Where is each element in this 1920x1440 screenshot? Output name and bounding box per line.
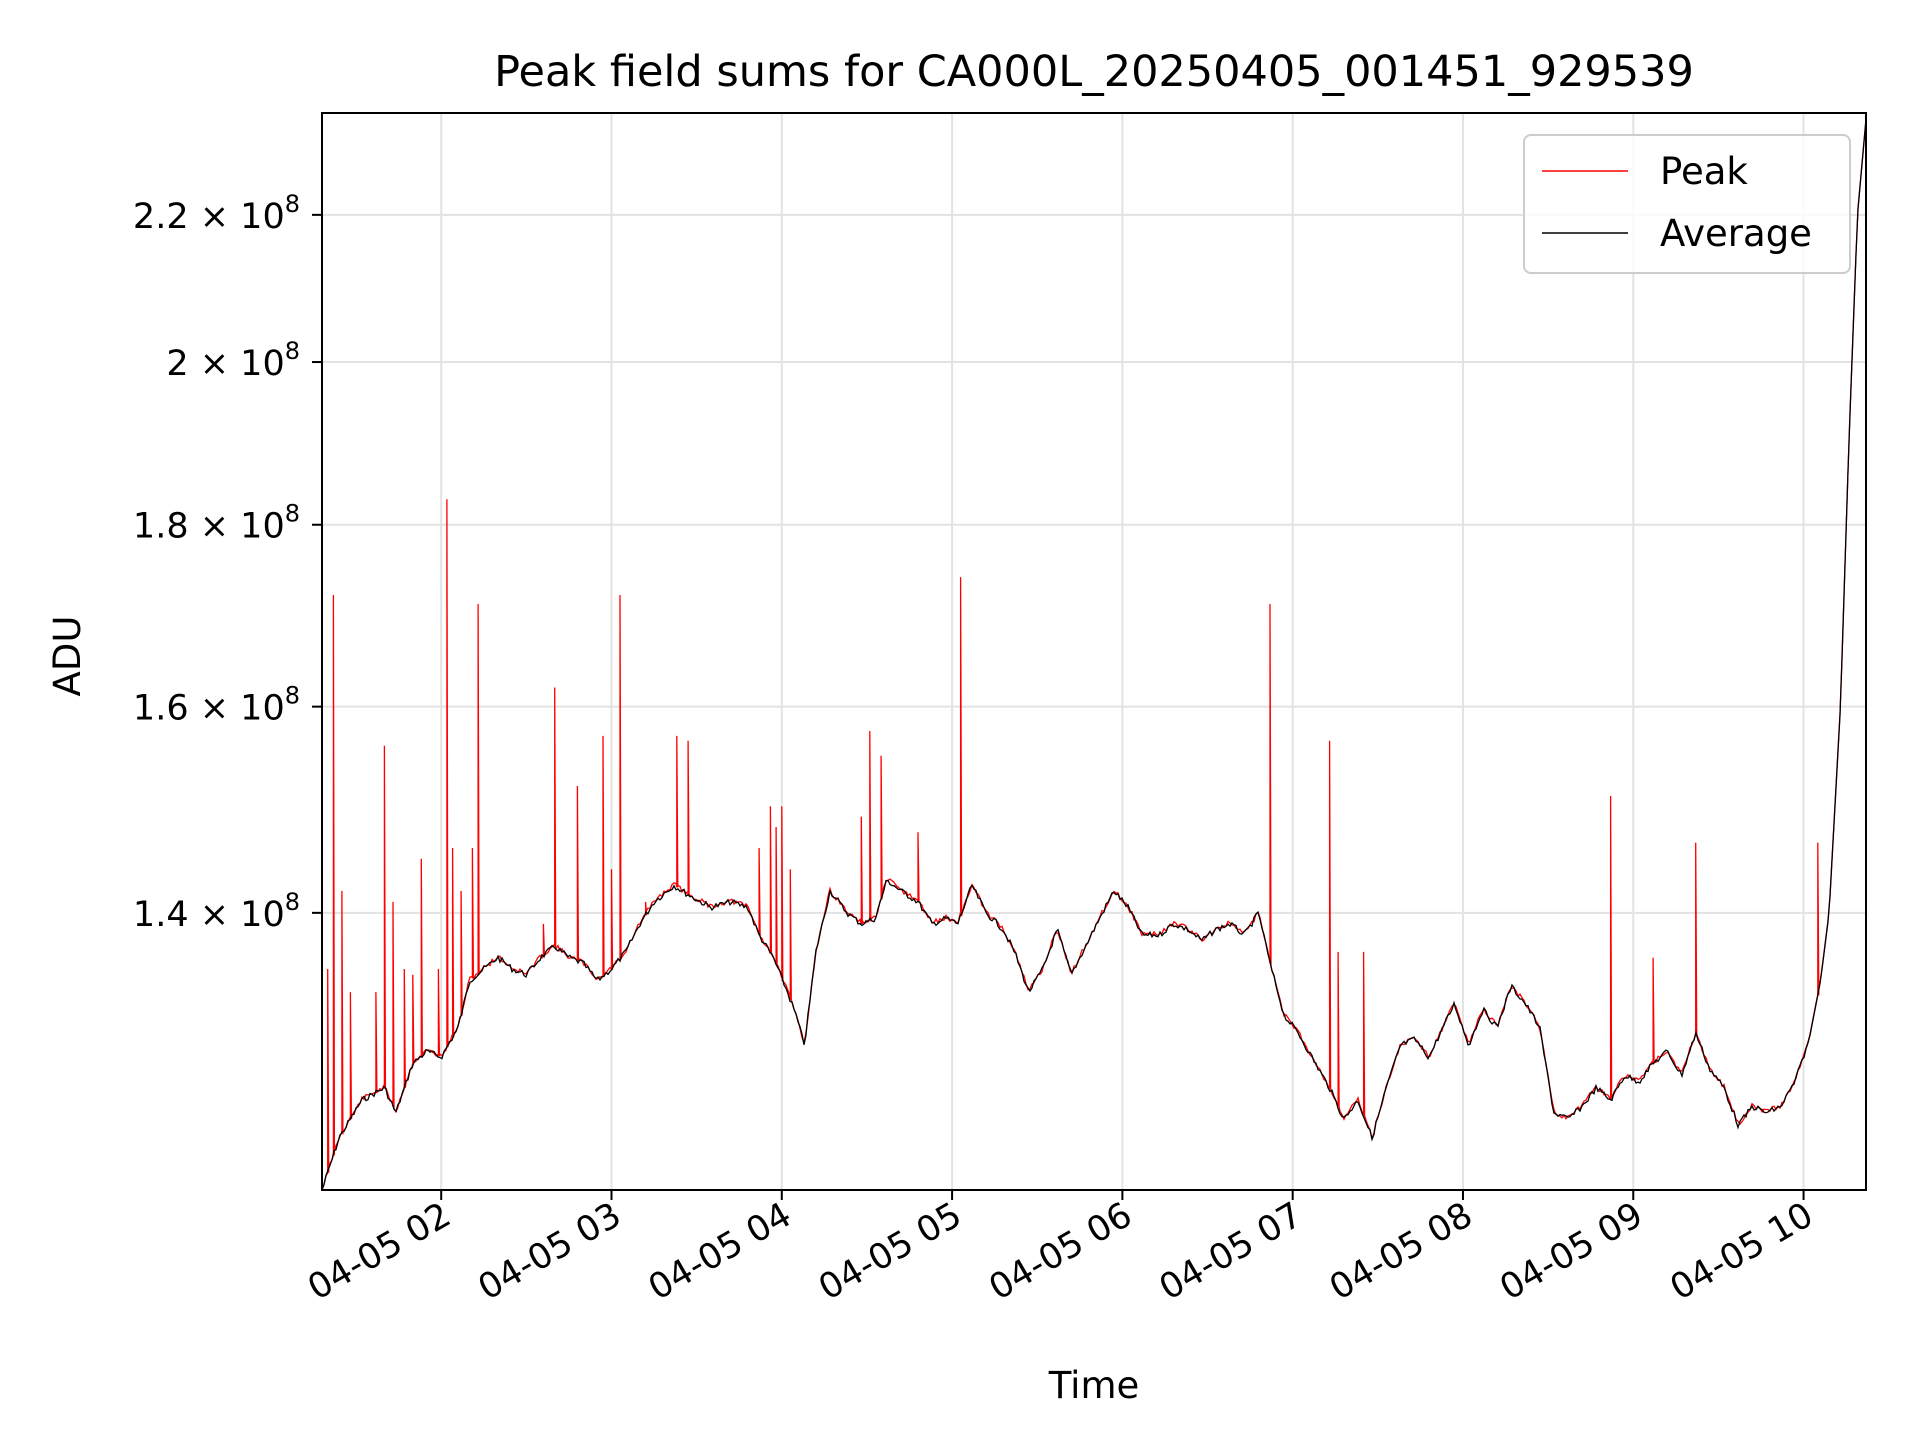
y-tick-times: × 10 bbox=[189, 344, 285, 384]
chart-title: Peak field sums for CA000L_20250405_0014… bbox=[494, 47, 1694, 97]
y-tick-mantissa: 1.8 bbox=[133, 507, 189, 547]
legend-label-peak: Peak bbox=[1660, 150, 1748, 193]
y-tick-mantissa: 1.4 bbox=[133, 895, 189, 935]
series-line-peak bbox=[322, 118, 1866, 1190]
x-tick-label: 04-05 03 bbox=[472, 1195, 628, 1308]
x-tick-label: 04-05 06 bbox=[983, 1195, 1139, 1308]
y-tick-times: × 10 bbox=[189, 197, 285, 237]
y-tick-label: 1.4 × 108 bbox=[133, 888, 300, 935]
y-tick-times: × 10 bbox=[189, 507, 285, 547]
legend-box bbox=[1523, 134, 1851, 274]
x-tick-label: 04-05 04 bbox=[642, 1195, 798, 1308]
y-tick-exponent: 8 bbox=[285, 888, 300, 916]
legend: Peak Average bbox=[1523, 134, 1851, 274]
x-tick-label: 04-05 05 bbox=[812, 1195, 968, 1308]
x-tick-label: 04-05 02 bbox=[301, 1195, 457, 1308]
plot-frame bbox=[321, 112, 1867, 1191]
y-tick-label: 1.6 × 108 bbox=[133, 682, 300, 729]
y-tick-mantissa: 2.2 bbox=[133, 197, 189, 237]
y-tick-label: 2.2 × 108 bbox=[133, 190, 300, 237]
x-tick-label: 04-05 08 bbox=[1323, 1195, 1479, 1308]
y-tick-label: 2 × 108 bbox=[166, 337, 300, 384]
y-tick-mantissa: 1.6 bbox=[133, 689, 189, 729]
y-tick-label: 1.8 × 108 bbox=[133, 500, 300, 547]
y-tick-exponent: 8 bbox=[285, 190, 300, 218]
y-tick-exponent: 8 bbox=[285, 337, 300, 365]
y-axis-label: ADU bbox=[46, 616, 89, 697]
y-tick-exponent: 8 bbox=[285, 500, 300, 528]
y-tick-times: × 10 bbox=[189, 895, 285, 935]
y-tick-times: × 10 bbox=[189, 689, 285, 729]
series-line-average bbox=[322, 119, 1866, 1190]
x-axis: 04-05 02 04-05 03 04-05 04 04-05 05 04-05 06… bbox=[301, 1190, 1820, 1308]
x-tick-label: 04-05 09 bbox=[1493, 1195, 1649, 1308]
y-tick-mantissa: 2 bbox=[166, 344, 188, 384]
x-tick-label: 04-05 07 bbox=[1153, 1195, 1309, 1308]
grid bbox=[322, 113, 1866, 1190]
y-tick-exponent: 8 bbox=[285, 682, 300, 710]
x-tick-label: 04-05 10 bbox=[1664, 1195, 1820, 1308]
x-axis-label: Time bbox=[1048, 1364, 1140, 1407]
legend-label-average: Average bbox=[1660, 212, 1812, 255]
